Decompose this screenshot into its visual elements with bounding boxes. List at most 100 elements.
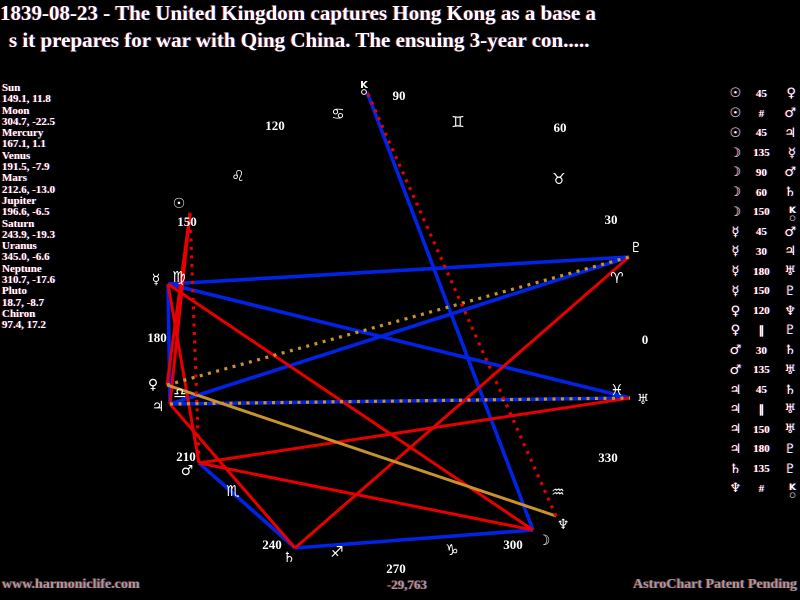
venus-icon: ♀ <box>786 86 796 102</box>
brand-patent-text: AstroChart Patent Pending <box>633 577 797 592</box>
moon-icon: ☽ <box>729 145 742 161</box>
aspect-line-jupiter-pluto <box>169 255 630 406</box>
aspect-line-mercury-pluto <box>167 255 630 286</box>
pluto-icon: ♇ <box>784 323 796 339</box>
jupiter-icon: ♃ <box>729 441 742 457</box>
planet-name: Jupiter <box>2 194 37 207</box>
aspect-angle: 30 <box>756 245 767 258</box>
degree-label-60: 60 <box>554 120 567 135</box>
jupiter-icon: ♃ <box>784 125 796 141</box>
aspect-angle: ∥ <box>758 325 765 338</box>
chiron-icon-circle <box>361 89 367 95</box>
planet-lon-dec: 310.7, -17.6 <box>2 274 56 287</box>
aspect-angle: 150 <box>753 285 770 298</box>
planet-lon-dec: 304.7, -22.5 <box>2 115 56 128</box>
planet-lon-dec: 18.7, -8.7 <box>2 296 45 309</box>
degree-label-90: 90 <box>393 88 406 103</box>
libra-sign-icon: ♎ <box>173 384 186 402</box>
degree-label-270: 270 <box>386 561 406 576</box>
degree-label-180: 180 <box>147 330 167 345</box>
aspect-line-mars-saturn <box>197 461 297 550</box>
aspect-angle: 45 <box>756 226 767 239</box>
aspect-row: ♄ 135 ♇ <box>727 459 796 479</box>
aspect-row: ☿ 30 ♃ <box>727 242 797 262</box>
aspect-angle: 30 <box>756 344 767 357</box>
chiron-icon: K ○ <box>789 206 796 223</box>
saturn-icon: ♄ <box>784 382 796 398</box>
aspect-line-moon-saturn <box>294 528 534 550</box>
saturn-icon: ♄ <box>283 550 296 566</box>
sun-icon: ☉ <box>729 106 742 122</box>
neptune-icon: ♆ <box>729 481 742 497</box>
planet-lon-dec: 191.5, -7.9 <box>2 161 50 174</box>
mercury-icon: ☿ <box>731 264 740 280</box>
gemini-sign-icon: ♊ <box>451 113 464 131</box>
aspect-angle: ∥ <box>758 404 765 417</box>
planet-name: Saturn <box>2 217 35 230</box>
uranus-icon: ♅ <box>784 264 796 280</box>
mercury-icon: ☿ <box>788 145 796 161</box>
aspect-line-venus-neptune <box>166 383 557 518</box>
capricorn-sign-icon: ♑ <box>445 541 458 559</box>
aspect-row: ♃ 45 ♄ <box>727 380 796 400</box>
uranus-icon: ♅ <box>784 362 796 378</box>
mars-icon: ♂ <box>784 165 796 181</box>
moon-icon: ☽ <box>729 165 742 181</box>
aspect-angle: 90 <box>756 166 767 179</box>
moon-icon: ☽ <box>729 185 742 201</box>
uranus-icon: ♅ <box>784 422 796 438</box>
jupiter-icon: ♃ <box>729 402 742 418</box>
venus-icon: ♀ <box>730 323 741 339</box>
aspect-row: ♂ 30 ♄ <box>727 341 796 361</box>
aspect-row: ♂ 135 ♅ <box>727 361 796 381</box>
degree-label-240: 240 <box>262 537 282 552</box>
aspect-line-mars-uranus <box>198 396 631 465</box>
aspect-angle: 180 <box>753 265 770 278</box>
degree-label-120: 120 <box>265 118 285 133</box>
aspect-row: ☉ 45 ♃ <box>727 124 796 144</box>
pluto-icon: ♇ <box>784 441 796 457</box>
website-link[interactable]: www.harmoniclife.com <box>2 577 140 592</box>
moon-icon: ☽ <box>729 204 742 220</box>
aspect-angle: 60 <box>756 186 767 199</box>
aspect-angle: 150 <box>753 423 770 436</box>
scorpio-sign-icon: ♏ <box>226 482 240 500</box>
chiron-icon: K ○ <box>779 203 796 223</box>
leo-sign-icon: ♌ <box>231 167 244 185</box>
mercury-icon: ☿ <box>152 272 161 288</box>
uranus-icon: ♅ <box>784 402 796 418</box>
planet-lon-dec: 167.1, 1.1 <box>2 138 46 151</box>
jupiter-icon: ♃ <box>152 399 165 415</box>
aspect-line-jupiter-saturn <box>168 403 297 549</box>
aspect-line-jupiter-uranus <box>169 396 631 406</box>
aspect-row: ☿ 45 ♂ <box>727 222 797 242</box>
planet-name: Mercury <box>2 127 44 140</box>
chiron-icon: K ○ <box>789 482 796 499</box>
jupiter-icon: ♃ <box>784 244 796 260</box>
planet-position-list: Sun 149.1, 11.8 Moon 304.7, -22.5 Mercury 167… <box>2 82 56 332</box>
mars-icon: ♂ <box>729 343 742 359</box>
sun-icon: ☉ <box>729 125 742 141</box>
taurus-sign-icon: ♉ <box>552 170 565 188</box>
degree-label-0: 0 <box>642 332 649 347</box>
planet-name: Uranus <box>2 240 37 253</box>
aspect-angle: 120 <box>753 305 770 318</box>
aspect-row: ♀ ∥ ♇ <box>727 321 796 341</box>
degree-label-30: 30 <box>605 212 618 227</box>
aspect-row: ♃ ∥ ♅ <box>727 400 796 420</box>
degree-label-210: 210 <box>176 449 196 464</box>
planet-lon-dec: 149.1, 11.8 <box>2 93 51 106</box>
aspect-angle: 45 <box>756 87 767 100</box>
sagittarius-sign-icon: ♐ <box>330 543 343 561</box>
aspect-row: ♆ # K ○ <box>727 479 796 499</box>
moon-icon: ☽ <box>538 533 551 549</box>
chiron-icon: K ○ <box>779 480 796 498</box>
planet-lon-dec: 243.9, -19.3 <box>2 228 56 241</box>
aspect-row: ☽ 60 ♄ <box>727 183 796 203</box>
aspect-angle: 135 <box>753 463 770 476</box>
aspect-angle: 150 <box>753 206 770 219</box>
planet-name: Moon <box>2 104 30 117</box>
planet-lon-dec: 212.6, -13.0 <box>2 183 56 196</box>
